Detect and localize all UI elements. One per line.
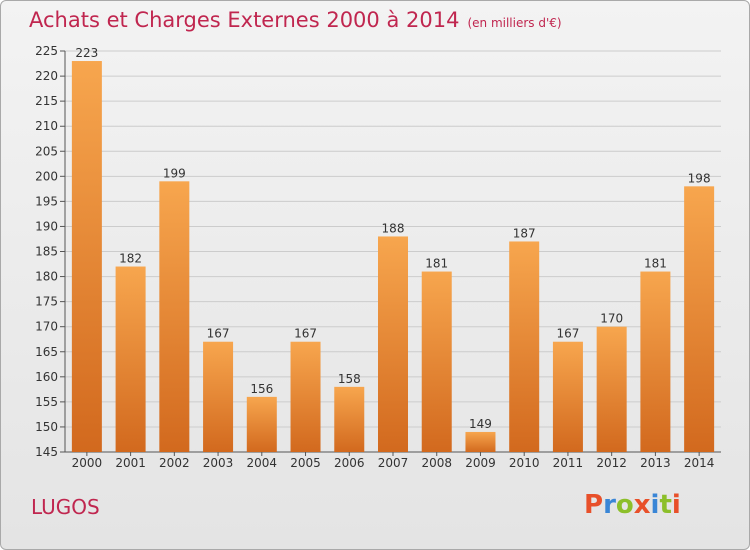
y-tick-label: 145	[35, 445, 58, 459]
bar-2006	[334, 386, 365, 452]
logo-letter: r	[603, 490, 616, 520]
y-tick-label: 190	[35, 219, 58, 233]
bar-2002	[159, 181, 190, 452]
bar-2011	[552, 341, 583, 452]
y-tick-label: 150	[35, 420, 58, 434]
logo-letter: x	[633, 490, 651, 520]
data-label-2009: 149	[469, 417, 492, 431]
chart-title-text: Achats et Charges Externes 2000 à 2014	[29, 8, 460, 32]
proxiti-logo: Proxiti	[584, 490, 681, 520]
logo-letter: o	[615, 490, 634, 520]
y-tick-label: 220	[35, 69, 58, 83]
logo-letter: i	[650, 490, 660, 520]
data-label-2004: 156	[250, 382, 273, 396]
x-axis: 2000 2001 2002 2003 2004 2005 2006 2007 2008 2009…	[72, 452, 715, 470]
x-tick-label-2007: 2007	[378, 456, 409, 470]
bar-2009	[465, 431, 496, 452]
x-tick-label-2009: 2009	[465, 456, 496, 470]
y-tick-label: 180	[35, 270, 58, 284]
data-label-2002: 199	[163, 166, 186, 180]
data-label-2008: 181	[425, 257, 448, 271]
bar-2012	[596, 326, 627, 452]
y-tick-label: 165	[35, 345, 58, 359]
x-tick-label-2013: 2013	[640, 456, 671, 470]
data-label-2006: 158	[338, 372, 361, 386]
x-tick-label-2004: 2004	[247, 456, 278, 470]
x-tick-label-2002: 2002	[159, 456, 190, 470]
y-tick-label: 200	[35, 169, 58, 183]
x-tick-label-2000: 2000	[72, 456, 103, 470]
bar-2010	[509, 241, 540, 452]
data-labels: 223 182 199 167 156 167 158 188 181 149 187 167 170 1…	[75, 46, 710, 431]
bar-2007	[378, 236, 408, 452]
x-tick-label-2003: 2003	[203, 456, 234, 470]
data-label-2014: 198	[688, 171, 711, 185]
bar-2001	[115, 266, 146, 452]
city-name: LUGOS	[31, 495, 100, 519]
data-label-2012: 170	[600, 312, 623, 326]
data-label-2000: 223	[75, 46, 98, 60]
data-label-2010: 187	[513, 226, 536, 240]
bar-2008	[421, 271, 452, 452]
logo-letter: i	[671, 490, 681, 520]
y-tick-label: 160	[35, 370, 58, 384]
y-tick-label: 175	[35, 295, 58, 309]
bar-2013	[640, 271, 671, 452]
y-tick-label: 215	[35, 94, 58, 108]
bar-2004	[246, 396, 277, 452]
x-tick-label-2001: 2001	[115, 456, 146, 470]
bar-2000	[71, 61, 102, 453]
data-label-2003: 167	[207, 327, 230, 341]
logo-letter: P	[584, 490, 604, 520]
y-tick-label: 210	[35, 119, 58, 133]
bars	[71, 61, 715, 453]
y-tick-label: 185	[35, 245, 58, 259]
data-label-2007: 188	[382, 221, 405, 235]
x-tick-label-2008: 2008	[421, 456, 452, 470]
y-tick-label: 170	[35, 320, 58, 334]
x-tick-label-2014: 2014	[684, 456, 715, 470]
x-tick-label-2011: 2011	[553, 456, 584, 470]
y-tick-label: 205	[35, 144, 58, 158]
bar-2014	[684, 186, 715, 452]
y-tick-label: 195	[35, 194, 58, 208]
data-label-2013: 181	[644, 257, 667, 271]
chart-title: Achats et Charges Externes 2000 à 2014 (e…	[29, 8, 562, 32]
x-tick-label-2010: 2010	[509, 456, 540, 470]
logo-letter: t	[659, 490, 672, 520]
data-label-2011: 167	[556, 327, 579, 341]
data-label-2001: 182	[119, 252, 142, 266]
chart-subtitle: (en milliers d'€)	[467, 16, 562, 30]
bar-2005	[290, 341, 321, 452]
y-tick-label: 225	[35, 44, 58, 58]
bar-2003	[203, 341, 234, 452]
x-tick-label-2006: 2006	[334, 456, 365, 470]
x-tick-label-2005: 2005	[290, 456, 321, 470]
y-tick-label: 155	[35, 395, 58, 409]
x-tick-label-2012: 2012	[596, 456, 627, 470]
data-label-2005: 167	[294, 327, 317, 341]
